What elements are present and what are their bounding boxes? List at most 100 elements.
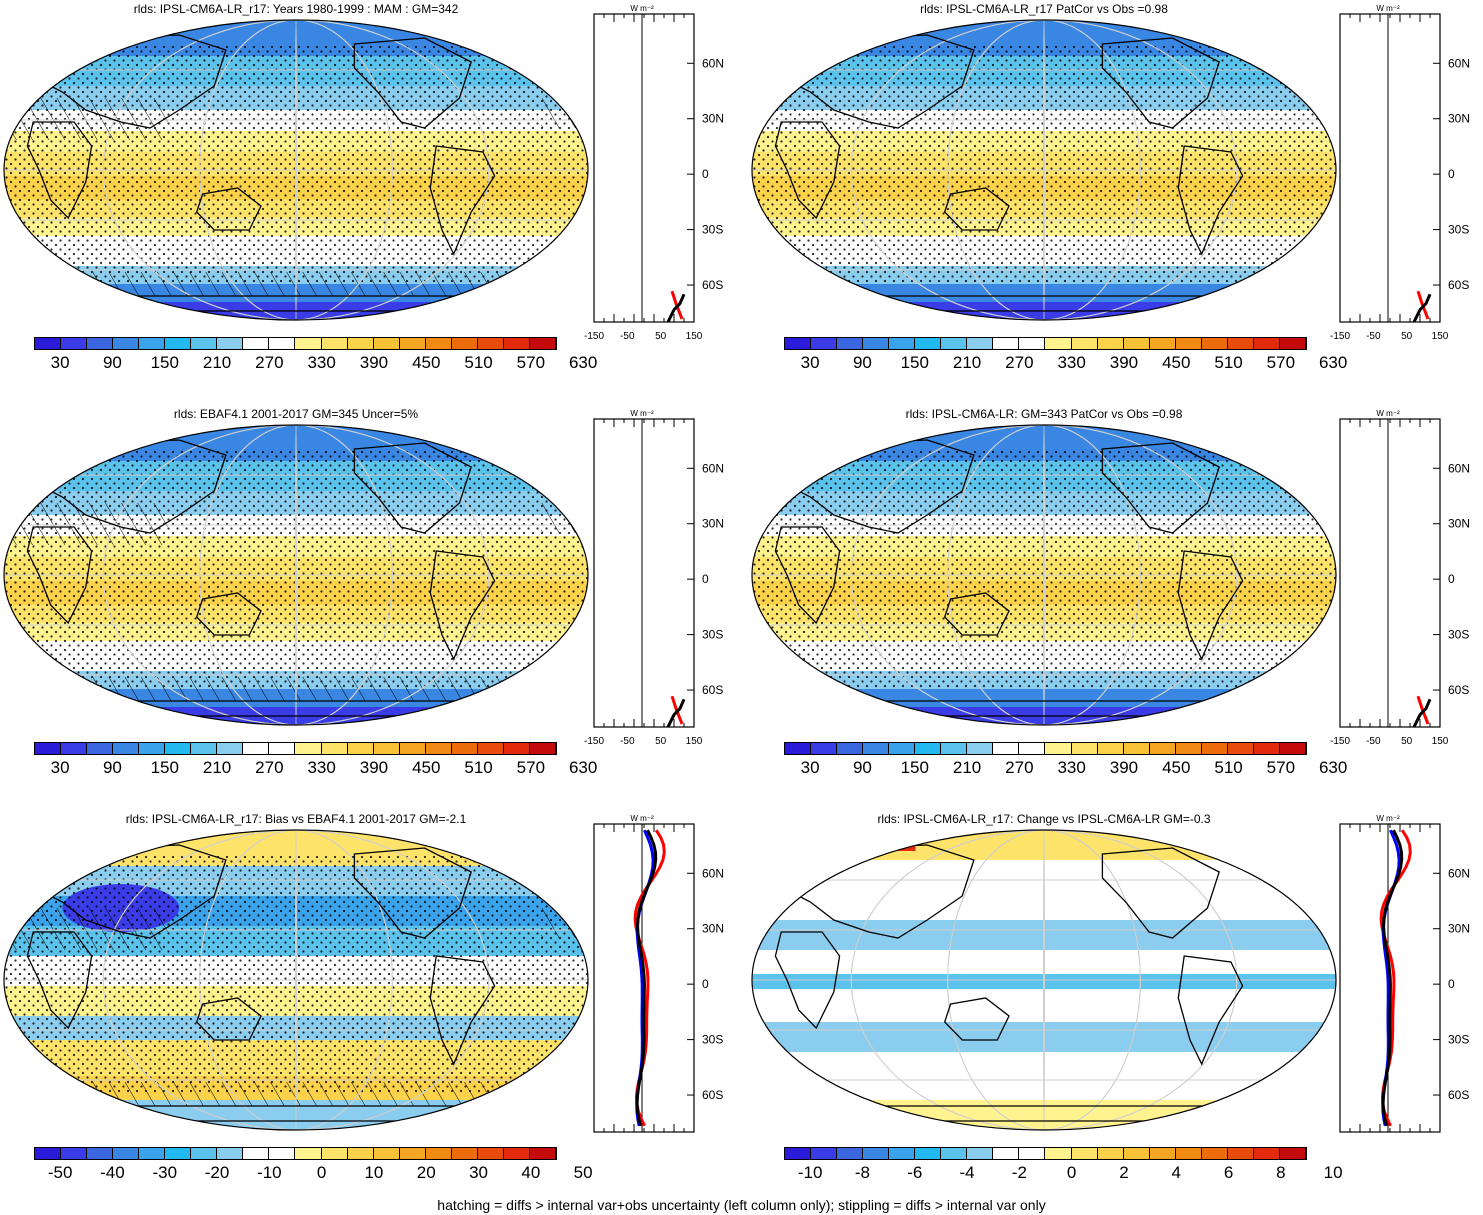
colorbar-labels: -50 -40 -30 -20 -10 0 10 20 30 40 50 (34, 1163, 593, 1183)
colorbar-label: 270 (1005, 758, 1034, 777)
panel-5: rlds: IPSL-CM6A-LR_r17: Change vs IPSL-C… (748, 810, 1483, 1195)
colorbar-swatch (993, 743, 1020, 754)
colorbar-swatch (993, 338, 1020, 349)
colorbar-swatch (61, 338, 88, 349)
hatching (4, 503, 168, 545)
profile-xtick: -50 (1366, 736, 1381, 745)
hatching (541, 98, 588, 128)
colorbar-swatch (1149, 1148, 1176, 1159)
colorbar-swatch (1175, 338, 1202, 349)
colorbar-label: 20 (416, 1163, 436, 1182)
profile-line (1416, 290, 1430, 320)
coastline (774, 931, 841, 1030)
colorbar-swatch (1071, 1148, 1098, 1159)
colorbar-swatch (321, 1148, 348, 1159)
colorbar-swatch (191, 1148, 218, 1159)
map-outline (751, 829, 1337, 1131)
colorbar-swatch (863, 1148, 890, 1159)
colorbar-swatch (1123, 743, 1150, 754)
colorbar-swatch (61, 743, 88, 754)
colorbar-label: 570 (1266, 758, 1296, 777)
colorbar-label: 210 (952, 758, 982, 777)
graticule (4, 20, 588, 320)
colorbar-label: 630 (1318, 353, 1348, 372)
colorbar-label: 270 (255, 353, 284, 372)
colorbar-swatch (785, 338, 812, 349)
lat-label: 30N (1448, 922, 1470, 936)
map-outline (751, 424, 1337, 726)
colorbar-label: 570 (516, 758, 546, 777)
colorbar-label: 10 (1323, 1163, 1343, 1182)
colorbar-label: 510 (1214, 353, 1243, 372)
colorbar-swatch (295, 338, 322, 349)
colorbar-label: 390 (359, 353, 389, 372)
colorbar-swatch (217, 1148, 244, 1159)
colorbar-swatch (451, 338, 478, 349)
colorbar-swatch (915, 338, 942, 349)
colorbar-swatch (477, 743, 504, 754)
colorbar-swatch (1227, 338, 1254, 349)
zonal-profile: W m⁻² 60N 30N 0 30S 60S -150 -50 50 150 (584, 4, 724, 340)
map-outline (3, 424, 589, 726)
lat-label: 60N (702, 56, 724, 70)
colorbar-swatch (941, 338, 968, 349)
colorbar-label: -2 (1011, 1163, 1027, 1182)
colorbar-label: -6 (907, 1163, 923, 1182)
colorbar-swatch (1045, 1148, 1072, 1159)
profile-unit: W m⁻² (1376, 409, 1400, 418)
colorbar-swatch (529, 1148, 556, 1159)
colorbar-swatch (425, 1148, 452, 1159)
colorbar-swatch (1097, 1148, 1124, 1159)
colorbar-swatch (139, 1148, 166, 1159)
colorbar-label: 0 (316, 1163, 327, 1182)
colorbar-swatch (165, 743, 192, 754)
colorbar-swatch (269, 743, 296, 754)
profile-unit: W m⁻² (630, 4, 654, 13)
lat-label: 60N (1448, 866, 1470, 880)
colorbar-swatch (1279, 1148, 1306, 1159)
colorbar (34, 1147, 557, 1160)
profile-xtick: 150 (686, 736, 703, 745)
lat-label: 60S (702, 278, 723, 292)
colorbar-label: 50 (573, 1163, 593, 1182)
profile-unit: W m⁻² (630, 409, 654, 418)
lat-label: 30S (702, 1033, 723, 1047)
lat-label: 60S (1448, 683, 1469, 697)
colorbar-swatch (503, 338, 530, 349)
colorbar-swatch (113, 338, 140, 349)
profile-frame (593, 418, 695, 728)
colorbar-swatch (837, 1148, 864, 1159)
colorbar-swatch (139, 338, 166, 349)
colorbar-label: -30 (152, 1163, 178, 1182)
colorbar-label: -20 (204, 1163, 230, 1182)
lat-label: 30S (1448, 1033, 1469, 1047)
profile-xtick: 150 (1432, 736, 1449, 745)
colorbar-swatch (425, 338, 452, 349)
colorbar-swatch (295, 1148, 322, 1159)
colorbar-label: 570 (1266, 353, 1296, 372)
colorbar-swatch (1019, 1148, 1046, 1159)
colorbar-swatch (1071, 338, 1098, 349)
profile-xtick: 150 (1432, 331, 1449, 340)
coastline (1101, 847, 1220, 939)
colorbar-label: 390 (1109, 353, 1139, 372)
coastline (943, 592, 1010, 636)
coastline (195, 997, 262, 1041)
map-field (752, 425, 1336, 725)
colorbar-swatch (1279, 743, 1306, 754)
colorbar (34, 742, 557, 755)
map-field (4, 830, 588, 1130)
colorbar-swatch (295, 743, 322, 754)
colorbar-swatch (347, 743, 374, 754)
colorbar-swatch (347, 338, 374, 349)
colorbar-swatch (191, 743, 218, 754)
colorbar-swatch (1201, 1148, 1228, 1159)
colorbar-label: 90 (102, 353, 122, 372)
colorbar-swatch (35, 1148, 62, 1159)
colorbar-swatch (451, 743, 478, 754)
colorbar-swatch (1045, 743, 1072, 754)
colorbar-swatch (321, 338, 348, 349)
colorbar-swatch (191, 338, 218, 349)
map-outline (3, 19, 589, 321)
